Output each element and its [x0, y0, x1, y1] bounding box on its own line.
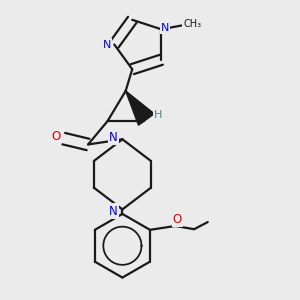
Text: N: N: [109, 205, 118, 218]
Polygon shape: [126, 91, 154, 125]
Text: O: O: [51, 130, 60, 143]
Text: CH₃: CH₃: [183, 19, 201, 29]
Text: N: N: [103, 40, 111, 50]
Text: N: N: [161, 22, 170, 33]
Text: N: N: [109, 131, 118, 144]
Text: H: H: [154, 110, 163, 120]
Text: O: O: [172, 213, 182, 226]
